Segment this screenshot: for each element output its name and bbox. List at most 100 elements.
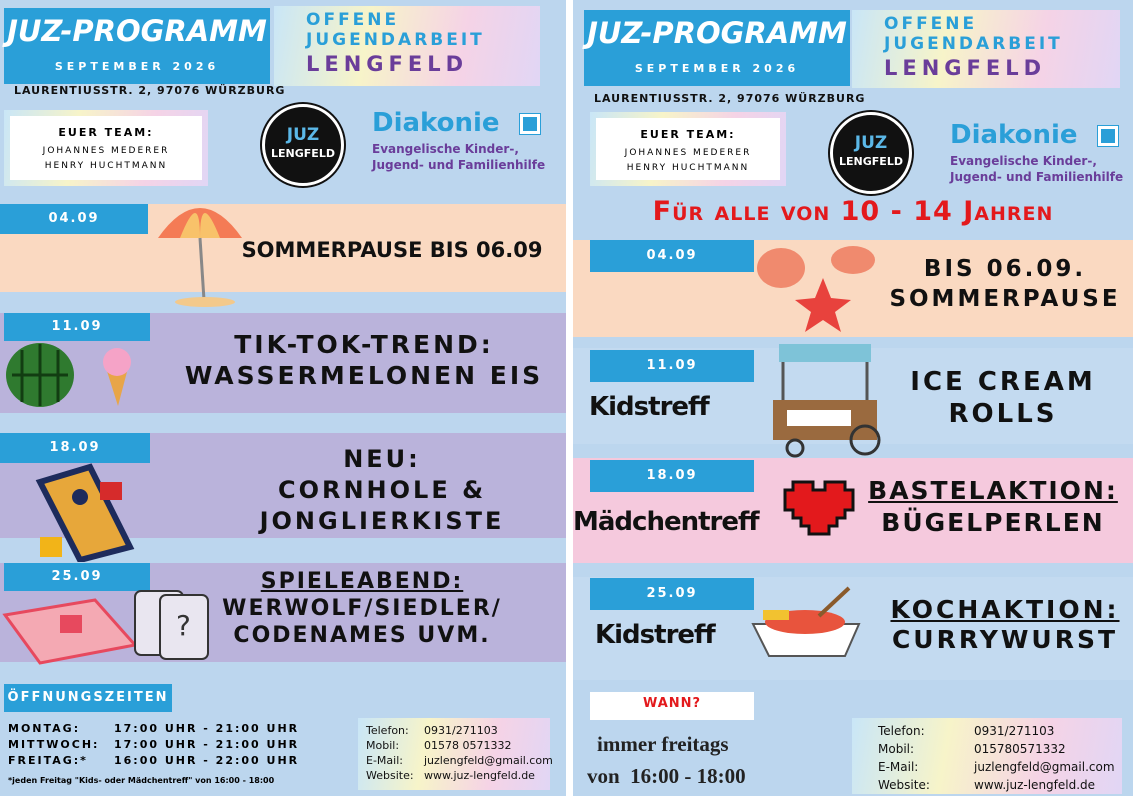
date-tab: 11.09 — [590, 350, 754, 382]
seashell-icon — [757, 246, 875, 332]
org-name: LENGFELD — [306, 52, 469, 76]
date-tab: 04.09 — [0, 204, 148, 234]
team-card: EUER TEAM: JOHANNES MEDERER HENRY HUCHTMAN… — [10, 116, 202, 180]
diakonie-line: Evangelische Kinder-, — [372, 142, 519, 156]
team-member: JOHANNES MEDERER — [624, 148, 752, 158]
contact-box: Telefon: 0931/271103 Mobil: 015780571332 E-M… — [852, 718, 1122, 794]
event-text: NEU: — [343, 445, 421, 473]
event-text: CURRYWURST — [891, 625, 1119, 654]
event-text: ROLLS — [948, 399, 1058, 429]
program-title: JUZ-PROGRAMM — [7, 14, 267, 48]
contact-value: 015780571332 — [974, 742, 1066, 756]
umbrella-icon — [158, 208, 242, 307]
event-date: 11.09 — [646, 358, 698, 373]
org-box: OFFENE JUGENDARBEIT LENGFELD — [852, 10, 1120, 88]
diakonie-line: Evangelische Kinder-, — [950, 154, 1097, 168]
contact-label: E-Mail: — [878, 760, 919, 774]
when-line: immer freitags — [597, 732, 729, 756]
logo-text: JUZ — [854, 133, 888, 153]
contact-value: www.juz-lengfeld.de — [974, 778, 1096, 792]
team-member: HENRY HUCHTMANN — [44, 161, 168, 171]
program-header: JUZ-PROGRAMM SEPTEMBER 2026 — [4, 8, 270, 84]
team-card: EUER TEAM: JOHANNES MEDERER HENRY HUCHTMAN… — [596, 118, 780, 180]
org-line: JUGENDARBEIT — [306, 30, 485, 50]
team-member: JOHANNES MEDERER — [42, 146, 170, 156]
team-label: EUER TEAM: — [58, 126, 154, 139]
date-tab: 18.09 — [590, 460, 754, 492]
watermelon-icon — [6, 343, 131, 407]
ice-cream-cart-icon — [773, 344, 881, 458]
hours-note: *jeden Freitag "Kids- oder Mädchentreff"… — [8, 776, 275, 785]
svg-text:?: ? — [176, 609, 191, 642]
hours-title: ÖFFNUNGSZEITEN — [7, 690, 169, 705]
juz-logo: JUZ LENGFELD — [262, 104, 344, 186]
org-name: LENGFELD — [884, 56, 1047, 80]
juz-logo: JUZ LENGFELD — [830, 112, 912, 194]
right-flyer: JUZ-PROGRAMM SEPTEMBER 2026 OFFENE JUGENDAR… — [573, 0, 1133, 796]
event-text: JONGLIERKISTE — [259, 507, 505, 535]
diakonie-name: Diakonie — [372, 108, 500, 138]
contact-label: Website: — [878, 778, 930, 792]
date-tab: 11.09 — [4, 313, 150, 341]
board-game-icon: ? — [2, 590, 209, 665]
when-tab: WANN? — [590, 692, 754, 720]
hours-time: 16:00 UHR - 22:00 UHR — [114, 754, 300, 767]
hours-day: MITTWOCH: — [8, 738, 100, 751]
event-text: CORNHOLE & — [277, 476, 487, 504]
event-text: SOMMERPAUSE — [889, 286, 1121, 312]
team-member: HENRY HUCHTMANN — [626, 163, 750, 173]
contact-value: www.juz-lengfeld.de — [424, 769, 535, 782]
hours-day: MONTAG: — [8, 722, 81, 735]
program-month: SEPTEMBER 2026 — [634, 62, 800, 75]
event-text: SOMMERPAUSE BIS 06.09 — [241, 238, 543, 262]
hours-time: 17:00 UHR - 21:00 UHR — [114, 738, 300, 751]
contact-value: juzlengfeld@gmail.com — [424, 754, 553, 767]
left-flyer: JUZ-PROGRAMM SEPTEMBER 2026 OFFENE JUGENDAR… — [0, 0, 566, 796]
age-subtitle: Für alle von 10 - 14 Jahren — [652, 196, 1054, 227]
event-date: 25.09 — [646, 586, 698, 601]
date-tab: 25.09 — [4, 563, 150, 591]
org-line: JUGENDARBEIT — [884, 34, 1063, 54]
contact-label: Telefon: — [366, 724, 409, 737]
cornhole-icon — [35, 463, 135, 562]
program-month: SEPTEMBER 2026 — [54, 60, 220, 73]
event-text: CODENAMES UVM. — [233, 623, 491, 648]
contact-label: Telefon: — [878, 724, 925, 738]
logo-text: LENGFELD — [839, 155, 903, 168]
contact-value: 0931/271103 — [424, 724, 498, 737]
address: LAURENTIUSSTR. 2, 97076 WÜRZBURG — [14, 84, 286, 97]
when-label: WANN? — [642, 696, 702, 711]
team-label: EUER TEAM: — [640, 128, 736, 141]
event-date: 11.09 — [51, 319, 103, 334]
diakonie-icon — [520, 114, 540, 134]
event-tag: Kidstreff — [589, 392, 710, 422]
event-text: BIS 06.09. — [923, 256, 1087, 282]
event-date: 18.09 — [646, 468, 698, 483]
contact-label: Mobil: — [366, 739, 400, 752]
currywurst-icon — [751, 586, 861, 657]
diakonie-line: Jugend- und Familienhilfe — [950, 170, 1124, 184]
contact-label: Mobil: — [878, 742, 915, 756]
contact-value: 01578 0571332 — [424, 739, 512, 752]
team-box: EUER TEAM: JOHANNES MEDERER HENRY HUCHTMAN… — [4, 110, 208, 186]
contact-label: E-Mail: — [366, 754, 403, 767]
event-text: TIK-TOK-TREND: — [234, 330, 494, 359]
diakonie-name: Diakonie — [950, 120, 1078, 150]
event-text: SPIELEABEND: — [260, 569, 464, 594]
org-line: OFFENE — [884, 14, 978, 34]
org-box: OFFENE JUGENDARBEIT LENGFELD — [274, 6, 540, 86]
program-header: JUZ-PROGRAMM SEPTEMBER 2026 — [584, 10, 850, 86]
hours-day: FREITAG:* — [8, 754, 88, 767]
date-tab: 25.09 — [590, 578, 754, 610]
event-text: WERWOLF/SIEDLER/ — [222, 596, 502, 621]
team-box: EUER TEAM: JOHANNES MEDERER HENRY HUCHTMAN… — [590, 112, 786, 186]
date-tab: 04.09 — [590, 240, 754, 272]
diakonie-line: Jugend- und Familienhilfe — [372, 158, 546, 172]
contact-label: Website: — [366, 769, 414, 782]
logo-text: LENGFELD — [271, 147, 335, 160]
address: LAURENTIUSSTR. 2, 97076 WÜRZBURG — [594, 92, 866, 105]
when-line: von 16:00 - 18:00 — [587, 764, 746, 788]
hours-tab: ÖFFNUNGSZEITEN — [4, 684, 172, 712]
event-text: BASTELAKTION: — [868, 476, 1118, 505]
diakonie-icon — [1098, 126, 1118, 146]
